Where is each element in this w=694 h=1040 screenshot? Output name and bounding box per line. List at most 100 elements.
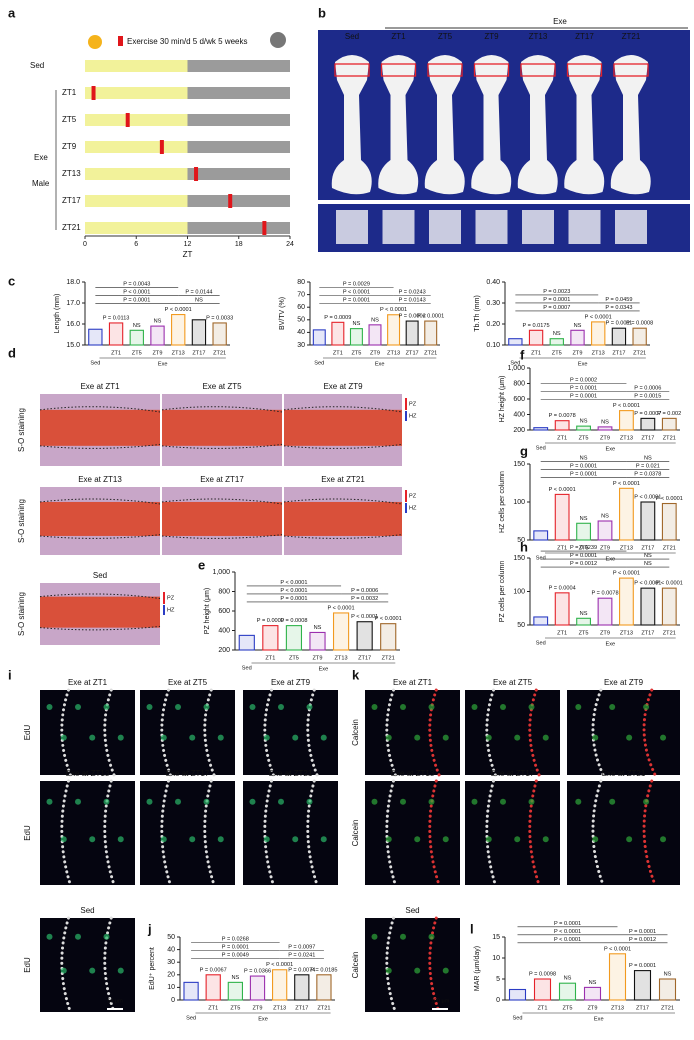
bracket-label: P = 0.0007 bbox=[543, 305, 570, 311]
bar bbox=[640, 417, 656, 431]
bracket-label: P = 0.0001 bbox=[222, 945, 249, 951]
side-label: EdU bbox=[23, 724, 32, 740]
exercise-marker bbox=[262, 221, 267, 235]
exercise-marker bbox=[194, 167, 199, 181]
y-axis-label: EdU⁺ percent bbox=[149, 947, 156, 990]
boundary bbox=[528, 779, 541, 887]
p-value-label: P = 0.0001 bbox=[629, 963, 656, 969]
bar bbox=[227, 981, 243, 1001]
zone-outline bbox=[283, 534, 403, 539]
x-tick-label: ZT1 bbox=[557, 545, 567, 551]
y-axis-label: MAR (μm/day) bbox=[474, 946, 481, 991]
y-tick-label: 800 bbox=[513, 380, 525, 387]
zone-outline bbox=[39, 498, 161, 505]
edu-image bbox=[40, 918, 135, 1012]
bar bbox=[661, 587, 677, 626]
dark-phase bbox=[187, 222, 290, 234]
light-phase bbox=[85, 195, 188, 207]
x-tick-label: Sed bbox=[242, 665, 252, 671]
zone-label: PZ bbox=[167, 595, 175, 601]
y-tick-label: 1,000 bbox=[507, 365, 525, 372]
panel-letter: a bbox=[8, 5, 16, 20]
dark-phase bbox=[187, 114, 290, 126]
y-tick-label: 400 bbox=[513, 411, 525, 418]
y-tick-label: 150 bbox=[513, 461, 525, 468]
signal bbox=[75, 798, 81, 805]
column-label: ZT13 bbox=[529, 32, 548, 41]
x-tick-label: ZT9 bbox=[313, 655, 323, 661]
x-tick-label: 24 bbox=[286, 241, 294, 248]
zone-outline bbox=[39, 443, 161, 449]
calcein-image bbox=[567, 781, 680, 885]
edu-image bbox=[140, 781, 235, 885]
side-label: Calcein bbox=[351, 719, 360, 746]
x-tick-label: ZT13 bbox=[620, 630, 633, 636]
signal bbox=[146, 798, 153, 805]
bracket-label: NS bbox=[644, 455, 652, 461]
x-tick-label: 18 bbox=[235, 241, 243, 248]
row-label: ZT21 bbox=[62, 223, 81, 232]
boundary bbox=[591, 688, 605, 777]
group-label: Exe bbox=[578, 361, 588, 367]
group-label: Exe bbox=[158, 361, 168, 367]
image-title: Exe at ZT5 bbox=[168, 678, 208, 687]
x-tick-label: ZT5 bbox=[563, 1005, 573, 1011]
trabecular-roi bbox=[475, 210, 508, 244]
image-title: Exe at ZT5 bbox=[493, 678, 533, 687]
legend-text: Exercise 30 min/d 5 d/wk 5 weeks bbox=[127, 37, 248, 46]
signal bbox=[117, 967, 124, 974]
y-tick-label: 30 bbox=[167, 959, 175, 966]
light-phase bbox=[85, 87, 188, 99]
y-tick-label: 5 bbox=[496, 976, 500, 983]
bracket-label: P = 0.0001 bbox=[123, 298, 150, 304]
x-tick-label: ZT21 bbox=[213, 350, 226, 356]
p-value-label: P = 0.0078 bbox=[591, 591, 618, 597]
cartilage-band bbox=[284, 409, 402, 446]
x-tick-label: ZT9 bbox=[573, 350, 583, 356]
boundary bbox=[642, 688, 657, 777]
bracket-label: P = 0.0001 bbox=[570, 471, 597, 477]
x-tick-label: ZT1 bbox=[111, 350, 121, 356]
side-label: EdU bbox=[23, 957, 32, 973]
bracket-label: NS bbox=[580, 455, 588, 461]
row-label: ZT13 bbox=[62, 169, 81, 178]
roi-box bbox=[566, 63, 603, 77]
trabecular-roi bbox=[568, 210, 601, 244]
y-tick-label: 50 bbox=[167, 934, 175, 941]
signal bbox=[103, 798, 110, 805]
signal bbox=[626, 734, 633, 741]
x-tick-label: ZT17 bbox=[636, 1005, 649, 1011]
panel-letter: h bbox=[520, 539, 528, 554]
bracket-label: P = 0.0001 bbox=[570, 394, 597, 400]
y-axis-label: PZ height (μm) bbox=[204, 588, 211, 634]
y-tick-label: 17.0 bbox=[66, 300, 80, 307]
bracket-label: P = 0.0001 bbox=[343, 298, 370, 304]
bone bbox=[564, 55, 605, 195]
zone-outline bbox=[161, 498, 283, 505]
edu-image bbox=[140, 690, 235, 775]
y-tick-label: 800 bbox=[218, 588, 230, 595]
calcein-image bbox=[365, 918, 460, 1012]
signal bbox=[217, 734, 224, 741]
y-tick-label: 50 bbox=[517, 622, 525, 629]
calcein-image bbox=[365, 690, 460, 775]
bracket-label: P = 0.0241 bbox=[288, 953, 315, 959]
dark-phase bbox=[187, 87, 290, 99]
bar bbox=[533, 978, 552, 1001]
boundary bbox=[60, 916, 72, 1014]
bracket-label: P < 0.0001 bbox=[343, 290, 370, 296]
bar bbox=[633, 970, 652, 1001]
bracket-label: P = 0.0001 bbox=[554, 921, 581, 927]
bar bbox=[558, 982, 577, 1001]
bar bbox=[238, 634, 255, 651]
x-tick-label: ZT9 bbox=[588, 1005, 598, 1011]
panel-letter: b bbox=[318, 5, 326, 20]
bar bbox=[129, 329, 144, 346]
image-title: Exe at ZT1 bbox=[80, 382, 120, 391]
signal bbox=[609, 798, 616, 805]
panel-letter: d bbox=[8, 345, 16, 360]
bar bbox=[554, 420, 570, 431]
signal bbox=[46, 933, 53, 940]
x-tick-label: ZT1 bbox=[333, 350, 343, 356]
side-label: S-O staining bbox=[17, 499, 26, 543]
